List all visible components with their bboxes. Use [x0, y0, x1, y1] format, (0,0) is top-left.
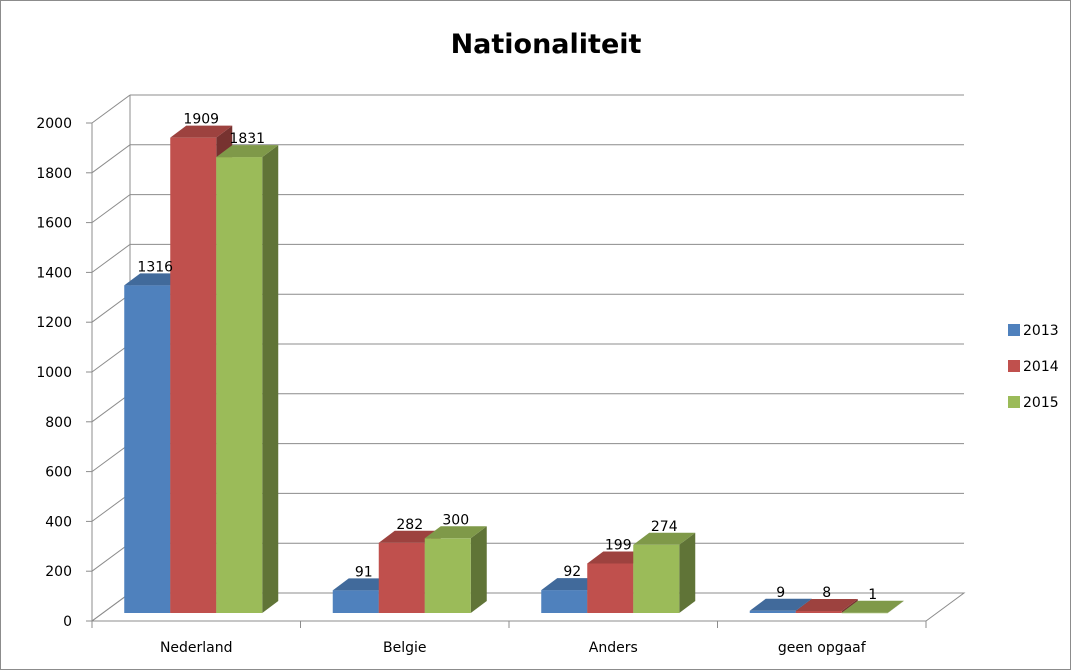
y-tick-label: 400: [45, 514, 72, 530]
category-label: Anders: [589, 640, 638, 656]
data-label: 1831: [229, 131, 265, 147]
gridline-side: [91, 293, 131, 323]
bar-front: [170, 137, 217, 613]
legend-swatch: [1008, 324, 1020, 336]
bar-2015-Belgie: [424, 526, 487, 613]
y-tick-label: 600: [45, 465, 72, 481]
bar-top: [749, 598, 812, 611]
bar-front: [424, 538, 471, 613]
bar-front: [749, 610, 796, 613]
data-labels: 1316 1909 1831 91 282 300 92 199 274 9 8 1: [137, 112, 877, 603]
bars: [124, 125, 904, 614]
category-label: geen opgaaf: [778, 640, 867, 656]
bar-front: [124, 285, 171, 613]
bar-2015-Anders: [633, 532, 696, 613]
bar-front: [332, 590, 379, 613]
y-tick-label: 1200: [36, 315, 72, 331]
bar-front: [587, 563, 634, 613]
axes: 0 200 400 600 800 1000 1200 1400 1600 1800 2000 Ned…: [36, 95, 927, 656]
data-label: 92: [563, 564, 581, 580]
bar-front: [841, 612, 888, 614]
y-tick-label: 800: [45, 415, 72, 431]
legend-swatch: [1008, 360, 1020, 372]
data-label: 199: [605, 537, 632, 553]
category-label: Belgie: [383, 640, 427, 656]
bar-side: [470, 526, 487, 613]
bar-side: [887, 600, 904, 613]
gridline-side: [91, 144, 131, 174]
bar-top: [795, 599, 858, 612]
data-label: 91: [355, 564, 373, 580]
bar-side: [262, 145, 279, 613]
bar-side: [841, 599, 858, 613]
bar-front: [795, 611, 842, 613]
y-tick-label: 1000: [36, 365, 72, 381]
legend-label: 2013: [1023, 323, 1059, 339]
gridline-side: [91, 592, 131, 622]
data-label: 1316: [137, 259, 173, 275]
bar-side: [679, 532, 696, 613]
data-label: 8: [822, 585, 831, 601]
y-tick-label: 200: [45, 564, 72, 580]
y-tick-label: 0: [63, 614, 72, 630]
bar-2015-Nederland: [216, 145, 279, 613]
data-label: 9: [776, 585, 785, 601]
category-label: Nederland: [160, 640, 233, 656]
bar-front: [633, 544, 680, 613]
y-tick-label: 1400: [36, 265, 72, 281]
gridline-side: [91, 443, 131, 473]
data-label: 282: [396, 517, 423, 533]
gridline-side: [91, 343, 131, 373]
data-label: 1: [868, 587, 877, 603]
legend: 2013 2014 2015: [1008, 323, 1059, 411]
bar-2014-geen-opgaaf: [795, 599, 858, 613]
bar-top: [170, 125, 233, 138]
legend-label: 2014: [1023, 359, 1059, 375]
data-label: 1909: [183, 112, 219, 128]
data-label: 274: [651, 519, 678, 535]
gridline-side: [91, 492, 131, 522]
bar-top: [216, 145, 279, 158]
y-tick-label: 2000: [36, 116, 72, 132]
gridline-side: [91, 393, 131, 423]
bar-top: [424, 526, 487, 539]
bar-top: [841, 600, 904, 613]
gridline-side: [91, 194, 131, 224]
legend-swatch: [1008, 396, 1020, 408]
y-tick-label: 1600: [36, 216, 72, 232]
bar-2015-geen-opgaaf: [841, 600, 904, 614]
bar-top: [633, 532, 696, 545]
gridline-side: [91, 94, 131, 124]
gridline-side: [91, 542, 131, 572]
y-tick-label: 1800: [36, 166, 72, 182]
data-label: 300: [442, 512, 469, 528]
gridline-side: [91, 243, 131, 273]
bar-front: [216, 157, 263, 613]
bar-front: [378, 542, 425, 613]
legend-label: 2015: [1023, 395, 1059, 411]
chart-title: Nationaliteit: [451, 29, 642, 60]
bar-front: [541, 590, 588, 613]
